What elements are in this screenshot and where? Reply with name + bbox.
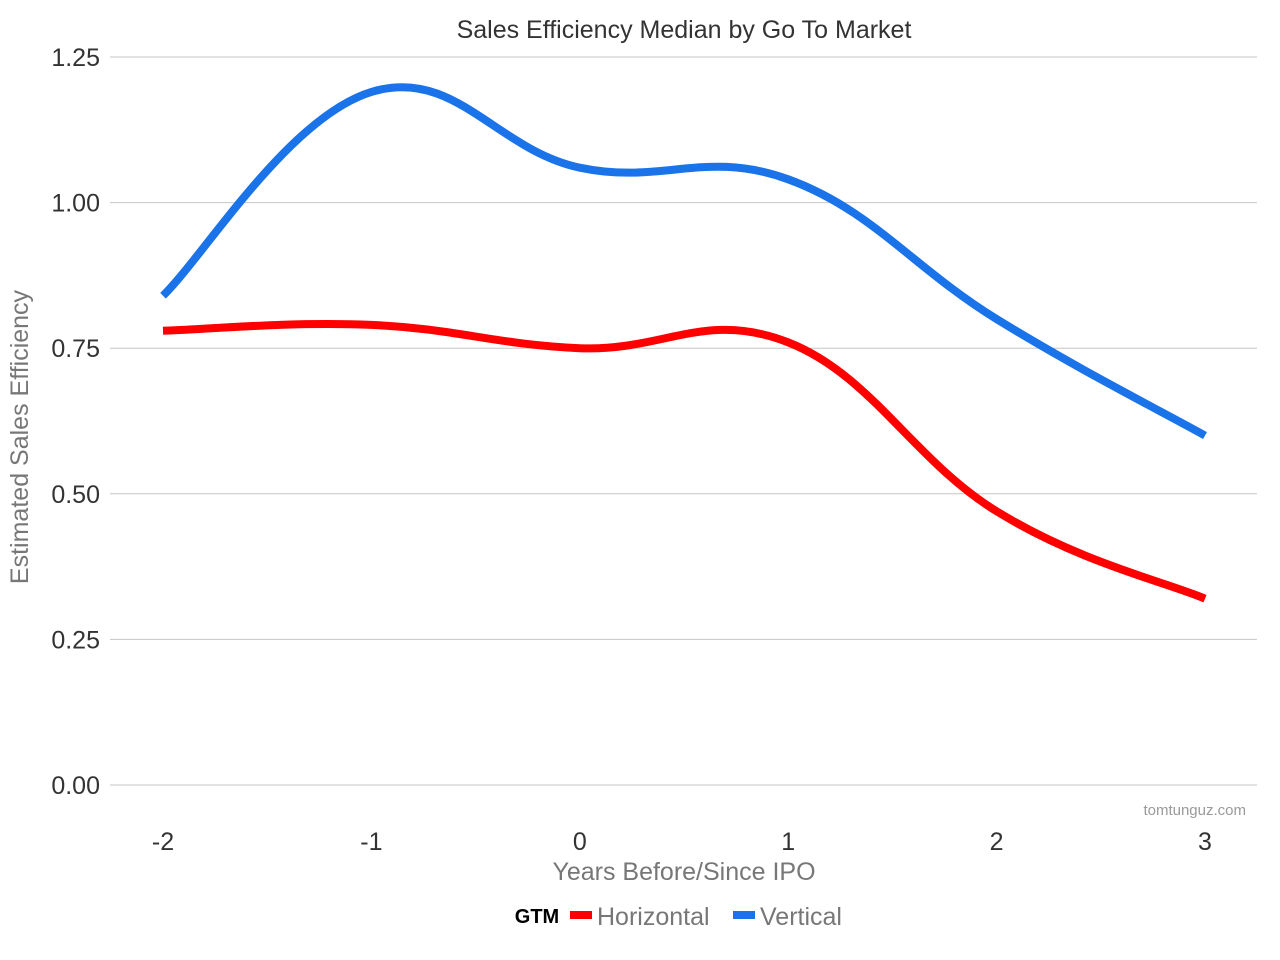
grid-lines bbox=[110, 56, 1257, 786]
x-tick-label: -2 bbox=[152, 828, 174, 856]
x-tick-label: -1 bbox=[360, 828, 382, 856]
legend-title: GTM bbox=[515, 906, 559, 928]
x-tick-label: 3 bbox=[1198, 828, 1212, 856]
y-axis-ticks: 0.00 0.25 0.50 0.75 1.00 1.25 bbox=[51, 44, 100, 800]
series-line-vertical bbox=[160, 83, 1207, 440]
x-tick-label: 2 bbox=[990, 828, 1004, 856]
y-tick-label: 0.75 bbox=[51, 335, 100, 363]
x-axis-title: Years Before/Since IPO bbox=[552, 858, 815, 886]
chart-title: Sales Efficiency Median by Go To Market bbox=[457, 16, 912, 44]
series-line-horizontal bbox=[162, 320, 1207, 603]
x-tick-label: 0 bbox=[573, 828, 587, 856]
y-axis-title: Estimated Sales Efficiency bbox=[6, 289, 34, 584]
legend: GTM Horizontal Vertical bbox=[515, 903, 842, 931]
y-tick-label: 1.00 bbox=[51, 190, 100, 218]
legend-swatch-vertical bbox=[733, 911, 755, 919]
y-tick-label: 0.25 bbox=[51, 626, 100, 654]
legend-label-vertical: Vertical bbox=[760, 903, 842, 931]
legend-label-horizontal: Horizontal bbox=[597, 903, 710, 931]
y-tick-label: 1.25 bbox=[51, 44, 100, 72]
legend-swatch-horizontal bbox=[570, 911, 592, 919]
watermark: tomtunguz.com bbox=[1143, 802, 1246, 819]
series-lines bbox=[160, 83, 1207, 603]
x-tick-label: 1 bbox=[781, 828, 795, 856]
y-tick-label: 0.50 bbox=[51, 481, 100, 509]
y-tick-label: 0.00 bbox=[51, 772, 100, 800]
x-axis-ticks: -2 -1 0 1 2 3 bbox=[152, 828, 1212, 856]
